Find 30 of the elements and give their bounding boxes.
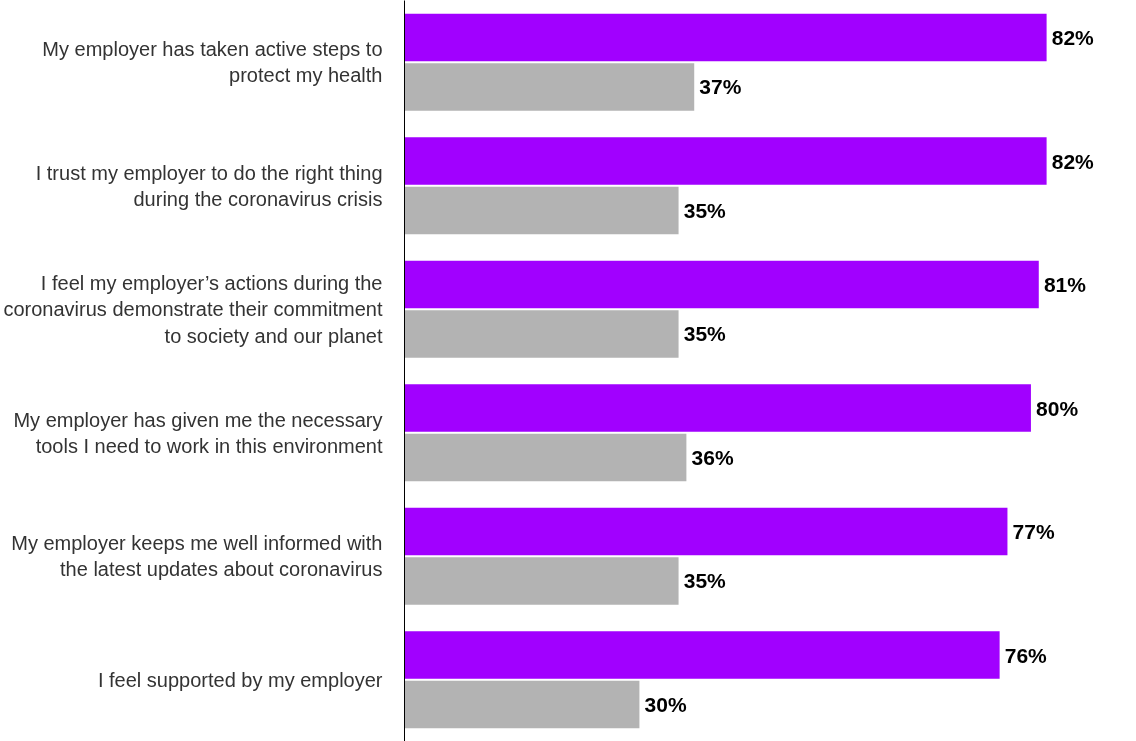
bar [404,310,679,358]
data-label: 82% [1051,26,1095,50]
data-label: 35% [683,198,727,222]
bar [404,137,1047,185]
data-label: 36% [691,445,734,469]
bar [404,260,1039,309]
y-tick-label: I trust my employer to do the right thing during the coronavirus crisis [35,161,383,210]
y-tick-label: I feel my employer’s actions during the coronavirus demonstrate their commitment to society and our planet [3,271,383,347]
bar [404,680,640,729]
y-tick-label: My employer has given me the necessary tools I need to work in this environment [13,408,383,457]
bar [404,557,679,605]
data-label: 77% [1012,520,1055,544]
bar [404,507,1008,556]
data-label: 35% [683,322,727,346]
data-label: 37% [699,75,742,99]
y-tick-label: My employer has taken active steps to protect my health [42,38,383,87]
bar [404,631,1000,679]
bar [404,433,687,482]
data-label: 82% [1051,149,1095,173]
data-label: 80% [1036,396,1079,420]
bar [404,63,695,111]
data-label: 81% [1043,273,1087,297]
y-tick-label: I feel supported by my employer [97,668,383,691]
data-label: 30% [644,692,687,716]
data-label: 35% [683,569,727,593]
data-label: 76% [1004,643,1048,667]
y-tick-label: My employer keeps me well informed with the latest updates about coronavirus [11,532,383,581]
bar [404,13,1047,62]
bar [404,186,679,235]
bar [404,384,1031,432]
